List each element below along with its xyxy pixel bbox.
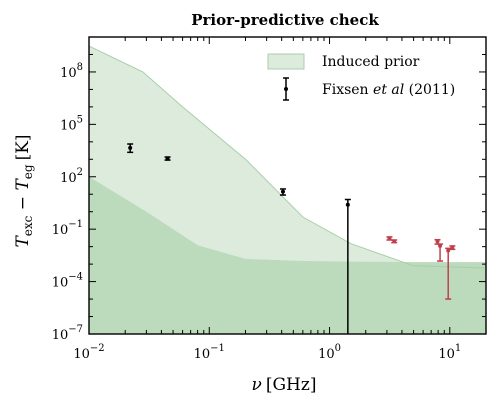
data-marker bbox=[446, 248, 451, 253]
fixsen-point-8 bbox=[437, 243, 444, 262]
y-axis-unit: [K] bbox=[13, 134, 33, 160]
legend-swatch-induced-prior bbox=[267, 53, 305, 70]
induced-prior-upper-edge bbox=[88, 45, 487, 269]
fixsen-point-2 bbox=[164, 156, 171, 161]
fixsen-point-3 bbox=[279, 188, 286, 196]
data-marker bbox=[165, 156, 170, 161]
fixsen-point-6 bbox=[391, 239, 398, 244]
x-tick-label: 10−1 bbox=[194, 343, 225, 362]
x-axis-label: ν [GHz] bbox=[252, 375, 317, 395]
y-axis-t2: − T bbox=[13, 178, 33, 216]
induced-prior-inner-band bbox=[89, 176, 486, 334]
data-marker bbox=[392, 239, 397, 244]
legend: Induced prior Fixsen et al (2011) bbox=[267, 53, 455, 101]
fixsen-point-4 bbox=[344, 198, 351, 334]
data-marker bbox=[128, 145, 133, 150]
data-marker bbox=[438, 243, 443, 248]
y-tick-label: 10−1 bbox=[52, 219, 83, 238]
x-tick-label: 101 bbox=[438, 343, 461, 362]
legend-label-induced-prior: Induced prior bbox=[322, 54, 420, 70]
x-tick-label: 100 bbox=[318, 343, 341, 362]
axis-ticks bbox=[88, 36, 487, 335]
y-axis-t1: T bbox=[13, 235, 33, 248]
fixsen-point-9 bbox=[445, 247, 452, 300]
y-tick-label: 10−7 bbox=[52, 324, 83, 343]
y-tick-label: 108 bbox=[60, 62, 83, 81]
data-marker bbox=[345, 202, 350, 207]
fixsen-point-1 bbox=[127, 143, 134, 154]
data-marker bbox=[280, 189, 285, 194]
y-axis-sub1: exc bbox=[21, 215, 35, 236]
y-axis-sub2: eg bbox=[21, 164, 35, 179]
fixsen-points bbox=[127, 143, 456, 334]
plot-area bbox=[88, 45, 487, 334]
y-axis-label: Texc − Teg [K] bbox=[13, 134, 35, 247]
legend-marker-fixsen bbox=[283, 77, 289, 101]
x-axis-symbol: ν bbox=[252, 375, 262, 395]
data-marker bbox=[435, 239, 440, 244]
plot-frame bbox=[88, 36, 487, 335]
data-marker bbox=[387, 236, 392, 241]
y-tick-label: 105 bbox=[60, 114, 83, 133]
legend-label-fixsen: Fixsen et al (2011) bbox=[322, 82, 455, 98]
axis-tick-labels: 10−2 10−1 100 101 10−7 10−4 10−1 102 105 108 bbox=[52, 62, 462, 362]
x-tick-label: 10−2 bbox=[73, 343, 104, 362]
y-tick-label: 102 bbox=[60, 167, 83, 186]
y-tick-label: 10−4 bbox=[52, 272, 83, 291]
x-axis-unit: [GHz] bbox=[266, 375, 317, 395]
fixsen-point-10 bbox=[449, 245, 456, 251]
data-marker bbox=[450, 245, 455, 250]
chart-title: Prior-predictive check bbox=[191, 11, 379, 29]
